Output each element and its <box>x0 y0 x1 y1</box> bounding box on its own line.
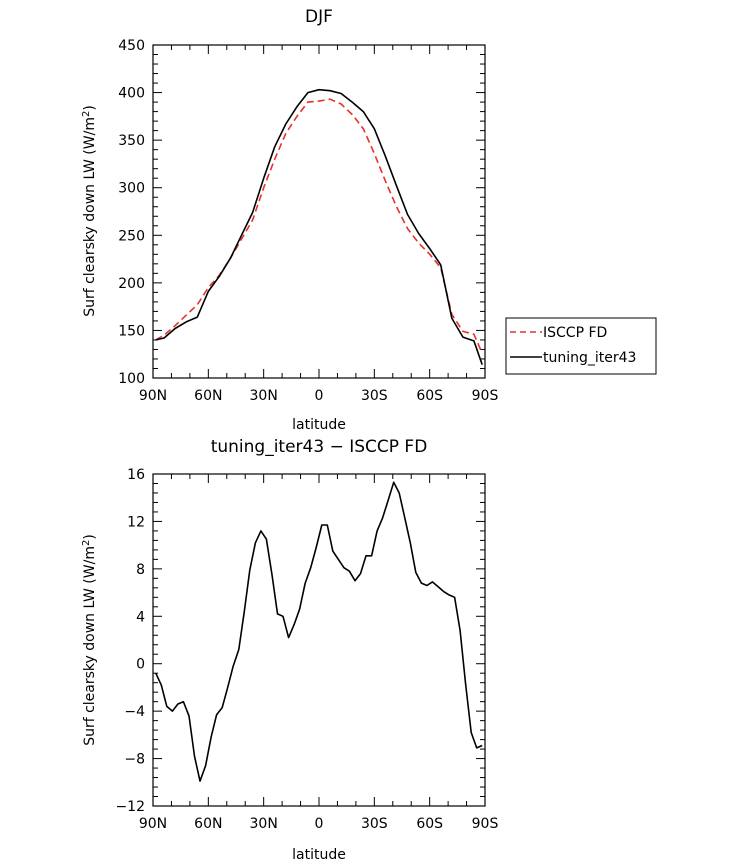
series-line-0 <box>155 481 483 782</box>
x-tick-label: 90S <box>472 388 499 404</box>
top-x-axis-label: latitude <box>292 417 346 433</box>
y-tick-label: 8 <box>136 562 145 578</box>
x-tick-label: 0 <box>315 816 324 832</box>
y-tick-label: 16 <box>127 467 145 483</box>
y-tick-label: −4 <box>124 704 145 720</box>
top-panel-title: DJF <box>305 7 333 27</box>
legend: ISCCP FD tuning_iter43 <box>505 317 657 375</box>
y-tick-label: 250 <box>118 228 145 244</box>
y-tick-label: 450 <box>118 38 145 54</box>
x-tick-label: 90N <box>139 816 167 832</box>
x-tick-label: 0 <box>315 388 324 404</box>
x-tick-label: 60S <box>416 816 443 832</box>
x-tick-label: 30N <box>250 816 278 832</box>
y-tick-label: 400 <box>118 86 145 102</box>
top-series-group <box>155 88 483 365</box>
bottom-x-axis-label: latitude <box>292 847 346 863</box>
bottom-axis-ticks: 90N 60N 30N 0 30S 60S 90S −12 −8 −4 0 4 8 12 16 <box>115 467 498 832</box>
legend-box <box>505 317 657 375</box>
y-tick-label: 300 <box>118 181 145 197</box>
top-plot-frame <box>152 44 486 379</box>
top-y-axis-label: Surf clearsky down LW (W/m2) <box>81 105 99 317</box>
x-tick-label: 30S <box>361 816 388 832</box>
bottom-panel: tuning_iter43 − ISCCP FD 90N 60N 30N 0 30S 60… <box>81 437 499 863</box>
y-tick-label: 0 <box>136 657 145 673</box>
x-tick-label: 30S <box>361 388 388 404</box>
legend-label-isccp: ISCCP FD <box>543 325 607 341</box>
top-axis-ticks: 90N 60N 30N 0 30S 60S 90S 100 150 200 250 300 350 400… <box>118 38 498 404</box>
top-panel: DJF 90N 60N 30N 0 30S 60S 90S 100 150 200 250 300 35… <box>81 7 499 433</box>
legend-label-tuning: tuning_iter43 <box>543 350 636 366</box>
bottom-plot-frame <box>152 473 486 807</box>
series-line-0 <box>155 98 483 354</box>
x-tick-label: 90S <box>472 816 499 832</box>
y-tick-label: −12 <box>115 799 145 815</box>
bottom-series-group <box>155 481 483 782</box>
x-tick-label: 30N <box>250 388 278 404</box>
y-tick-label: 350 <box>118 133 145 149</box>
y-tick-label: 4 <box>136 609 145 625</box>
y-tick-label: 12 <box>127 514 145 530</box>
y-tick-label: 150 <box>118 323 145 339</box>
series-line-1 <box>155 88 483 365</box>
x-tick-label: 60N <box>194 388 222 404</box>
y-tick-label: 100 <box>118 371 145 387</box>
y-tick-label: 200 <box>118 276 145 292</box>
bottom-y-axis-label: Surf clearsky down LW (W/m2) <box>81 534 99 746</box>
x-tick-label: 60N <box>194 816 222 832</box>
x-tick-label: 60S <box>416 388 443 404</box>
x-tick-label: 90N <box>139 388 167 404</box>
bottom-panel-title: tuning_iter43 − ISCCP FD <box>211 437 428 457</box>
y-tick-label: −8 <box>124 752 145 768</box>
